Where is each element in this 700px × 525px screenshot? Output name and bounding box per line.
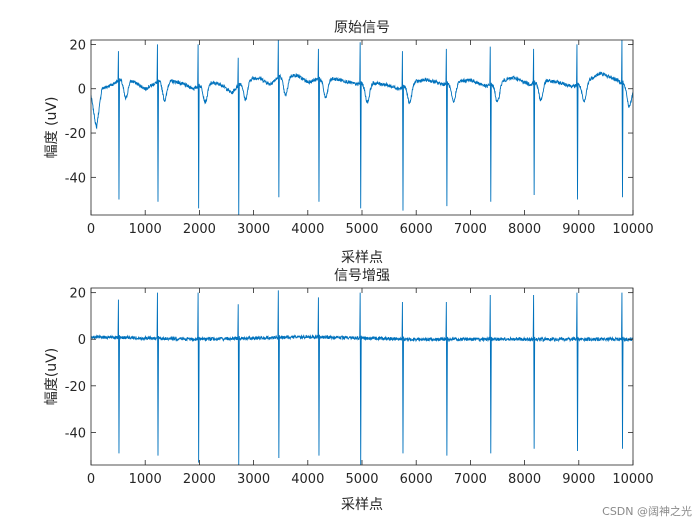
x-tick-label: 6000 bbox=[400, 472, 433, 487]
x-tick-label: 3000 bbox=[237, 222, 270, 237]
watermark: CSDN @阔神之光 bbox=[602, 505, 692, 518]
y-tick-label: -40 bbox=[65, 426, 86, 441]
x-axis-label: 采样点 bbox=[341, 250, 383, 266]
x-axis-label: 采样点 bbox=[341, 497, 383, 513]
y-tick-label: 0 bbox=[78, 83, 86, 98]
y-axis-label: 幅度 (uV) bbox=[44, 97, 60, 159]
x-tick-label: 6000 bbox=[400, 222, 433, 237]
y-tick-label: 20 bbox=[69, 287, 86, 302]
x-tick-label: 2000 bbox=[183, 222, 216, 237]
x-tick-label: 4000 bbox=[291, 472, 324, 487]
plot-area bbox=[91, 40, 633, 215]
x-tick-label: 10000 bbox=[612, 222, 653, 237]
x-tick-label: 8000 bbox=[508, 222, 541, 237]
x-tick-label: 2000 bbox=[183, 472, 216, 487]
panel-enhanced-signal: 0 1000 2000 3000 4000 5000 6000 7000 8000 9000 100… bbox=[44, 268, 654, 513]
x-tick-label: 1000 bbox=[129, 222, 162, 237]
x-tick-label: 7000 bbox=[454, 222, 487, 237]
x-tick-label: 7000 bbox=[454, 472, 487, 487]
chart-title: 原始信号 bbox=[334, 20, 390, 36]
y-tick-label: 0 bbox=[78, 333, 86, 348]
plot-area bbox=[91, 288, 633, 465]
x-tick-label: 5000 bbox=[345, 472, 378, 487]
y-tick-label: -20 bbox=[65, 127, 86, 142]
x-tick-label: 5000 bbox=[345, 222, 378, 237]
y-tick-label: -40 bbox=[65, 171, 86, 186]
series-line bbox=[91, 290, 633, 465]
panel-raw-signal: 0 1000 2000 3000 4000 5000 6000 7000 8000 9000 100… bbox=[44, 20, 654, 266]
x-tick-label: 1000 bbox=[129, 472, 162, 487]
x-tick-label: 4000 bbox=[291, 222, 324, 237]
x-tick-label: 10000 bbox=[612, 472, 653, 487]
y-tick-label: -20 bbox=[65, 380, 86, 395]
chart-title: 信号增强 bbox=[334, 268, 390, 284]
x-tick-label: 3000 bbox=[237, 472, 270, 487]
x-tick-label: 8000 bbox=[508, 472, 541, 487]
x-tick-label: 9000 bbox=[562, 222, 595, 237]
y-tick-label: 20 bbox=[69, 38, 86, 53]
x-tick-label: 9000 bbox=[562, 472, 595, 487]
y-axis-label: 幅度(uV) bbox=[44, 348, 60, 405]
x-tick-label: 0 bbox=[87, 472, 95, 487]
series-line bbox=[91, 40, 633, 215]
x-tick-label: 0 bbox=[87, 222, 95, 237]
